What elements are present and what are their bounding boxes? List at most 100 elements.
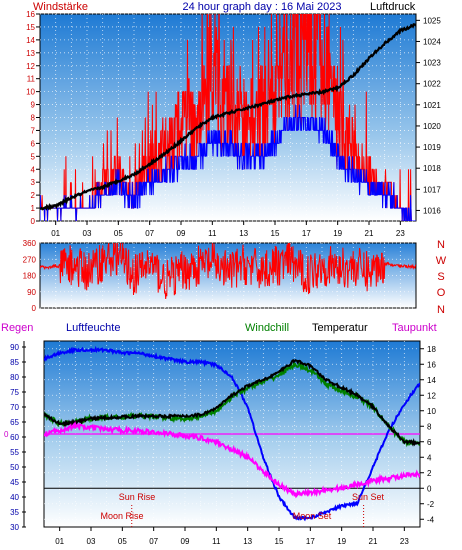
hour-tick: 03: [83, 229, 92, 238]
temperature-tick: 6: [427, 438, 432, 447]
hour-tick: 09: [177, 229, 186, 238]
pressure-tick: 1024: [423, 37, 441, 46]
hour-tick: 17: [306, 537, 315, 546]
chart-title: 24 hour graph day : 16 Mai 2023: [182, 1, 341, 13]
wind-speed-tick: 5: [31, 152, 36, 161]
pressure-tick: 1025: [423, 16, 441, 25]
hour-axis-bottom: 01 03 05 07 09 11 13 15 17 19 21 23: [55, 527, 409, 546]
hour-tick: 07: [149, 537, 158, 546]
hour-tick: 15: [275, 537, 284, 546]
direction-tick: 0: [32, 304, 37, 313]
humidity-line: [44, 345, 420, 522]
humidity-tick: 60: [10, 433, 19, 442]
wind-speed-tick: 4: [31, 165, 36, 174]
hour-tick: 01: [55, 537, 64, 546]
direction-tick: 270: [23, 255, 37, 264]
temperature-tick: 18: [427, 345, 436, 354]
hour-tick: 17: [302, 229, 311, 238]
pressure-tick: 1018: [423, 164, 441, 173]
wind-speed-tick: 11: [27, 75, 36, 84]
wind-speed-tick: 1: [31, 204, 36, 213]
dewpoint-label: Taupunkt: [392, 322, 437, 334]
hour-tick: 11: [212, 537, 221, 546]
rain-tick: 0: [4, 430, 9, 439]
direction-tick: 90: [27, 288, 36, 297]
humidity-tick: 85: [10, 358, 19, 367]
rain-axis: 0: [4, 430, 9, 439]
hour-tick: 05: [114, 229, 123, 238]
hour-tick: 13: [243, 537, 252, 546]
wind-speed-tick: 3: [31, 178, 36, 187]
direction-tick: 180: [23, 272, 37, 281]
compass-letter: S: [437, 271, 444, 283]
wind-strength-label: Windstärke: [33, 1, 88, 13]
pressure-tick: 1019: [423, 143, 441, 152]
wind-speed-tick: 9: [31, 101, 36, 110]
temperature-tick: 10: [427, 407, 436, 416]
pressure-line: [40, 23, 416, 211]
pressure-tick: 1017: [423, 185, 441, 194]
hour-tick: 05: [118, 537, 127, 546]
humidity-tick: 45: [10, 478, 19, 487]
hour-tick: 13: [239, 229, 248, 238]
wind-speed-tick: 12: [26, 62, 35, 71]
wind-speed-tick: 15: [26, 23, 35, 32]
compass-letter: N: [437, 239, 445, 251]
wind-speed-tick: 2: [31, 191, 36, 200]
hour-tick: 03: [87, 537, 96, 546]
humidity-tick: 35: [10, 508, 19, 517]
temperature-tick: 16: [427, 360, 436, 369]
pressure-series: [40, 23, 416, 211]
hour-tick: 11: [208, 229, 217, 238]
pressure-tick: 1020: [423, 122, 441, 131]
wind-direction-axis: 0 90 180 270 360: [23, 239, 37, 313]
hour-tick: 15: [271, 229, 280, 238]
temperature-tick: 4: [427, 453, 432, 462]
windchill-label: Windchill: [245, 322, 289, 334]
compass-letter: O: [437, 287, 446, 299]
humidity-label: Luftfeuchte: [66, 322, 120, 334]
humidity-tick: 50: [10, 463, 19, 472]
temperature-tick: 14: [427, 376, 436, 385]
temperature-tick: -4: [427, 515, 435, 524]
pressure-tick: 1016: [423, 206, 441, 215]
hour-axis-top: 01 03 05 07 09 11 13 15 17 19 21 23: [51, 221, 405, 238]
dewpoint-line: [44, 420, 420, 499]
hour-tick: 23: [400, 537, 409, 546]
pressure-label: Luftdruck: [370, 1, 416, 13]
humidity-tick: 30: [10, 523, 19, 532]
rain-label: Regen: [1, 322, 33, 334]
moon-set-label: Moon Set: [293, 511, 332, 521]
humidity-tick: 65: [10, 418, 19, 427]
wind-base-line: [40, 104, 416, 221]
wind-speed-series: [40, 14, 416, 221]
hour-tick: 23: [396, 229, 405, 238]
compass-letter: W: [436, 255, 447, 267]
direction-tick: 360: [23, 239, 37, 248]
sun-set-label: Sun Set: [352, 492, 385, 502]
humidity-tick: 40: [10, 493, 19, 502]
wind-speed-tick: 14: [26, 36, 35, 45]
sun-rise-label: Sun Rise: [119, 492, 156, 502]
humidity-tick: 80: [10, 373, 19, 382]
hour-tick: 07: [145, 229, 154, 238]
humidity-tick: 55: [10, 448, 19, 457]
temperature-tick: 0: [427, 484, 432, 493]
temperature-line: [44, 358, 420, 447]
pressure-axis: 1016 1017 1018 1019 1020 1021 1022 1023 1024 1025: [416, 16, 441, 215]
hour-tick: 21: [365, 229, 374, 238]
hour-tick: 01: [51, 229, 60, 238]
temperature-label: Temperatur: [312, 322, 368, 334]
hour-tick: 19: [333, 229, 342, 238]
compass-letter: N: [437, 304, 445, 316]
temperature-tick: 12: [427, 391, 436, 400]
temperature-tick: -2: [427, 500, 435, 509]
wind-speed-tick: 13: [26, 49, 35, 58]
wind-speed-tick: 0: [31, 217, 36, 226]
wind-speed-tick: 8: [31, 114, 36, 123]
humidity-axis: 30 35 40 45 50 55 60 65 70 75 80 85 90: [10, 341, 26, 532]
wind-speed-tick: 16: [26, 10, 35, 19]
